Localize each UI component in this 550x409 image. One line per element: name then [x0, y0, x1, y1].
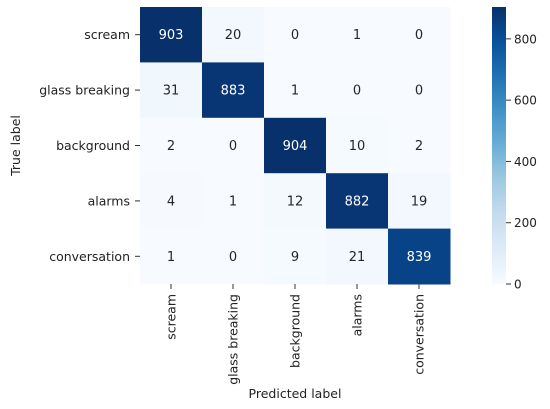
heatmap-cell	[264, 62, 327, 119]
y-tick-label: conversation	[49, 249, 130, 264]
colorbar-tick-label: 0	[514, 278, 522, 292]
heatmap-cell	[140, 173, 203, 230]
heatmap-cell	[264, 173, 327, 230]
heatmap-cell-value: 2	[415, 139, 423, 154]
heatmap-cell-value: 839	[407, 250, 432, 265]
heatmap-cell	[388, 173, 451, 230]
heatmap-cell	[388, 7, 451, 63]
heatmap-cell	[140, 228, 203, 285]
heatmap-cell-value: 9	[291, 250, 299, 265]
heatmap-cell	[388, 62, 451, 119]
heatmap-cell-value: 904	[283, 139, 308, 154]
heatmap-cell-value: 21	[349, 250, 366, 265]
heatmap-cell-value: 0	[291, 28, 299, 43]
heatmap-cell-value: 0	[229, 250, 237, 265]
heatmap-cell	[326, 7, 389, 63]
colorbar: 0 200 400 600 800	[492, 7, 537, 292]
heatmap-cell-value: 903	[159, 28, 184, 43]
y-axis-tick-marks	[135, 34, 140, 257]
heatmap-cell-labels: 903 20 0 1 031 883 1 0 02 0 904 10 24 1 12 882 191 0 9 21 83…	[159, 28, 432, 265]
heatmap-cell-value: 31	[163, 84, 180, 99]
heatmap-cell	[202, 173, 265, 230]
heatmap-cell-value: 1	[353, 28, 361, 43]
heatmap-cell	[326, 62, 389, 119]
heatmap-cell-value: 1	[291, 84, 299, 99]
heatmap-cell-value: 1	[229, 194, 237, 209]
heatmap-cell-value: 0	[353, 84, 361, 99]
heatmap-cell-value: 20	[225, 28, 242, 43]
heatmap-cell	[326, 228, 389, 285]
colorbar-tick-label: 400	[514, 155, 537, 169]
heatmap-cell-value: 4	[167, 194, 175, 209]
heatmap-cell-value: 10	[349, 139, 366, 154]
heatmap-cell	[140, 7, 203, 63]
heatmap-cell	[264, 117, 327, 174]
colorbar-tick-label: 200	[514, 216, 537, 230]
heatmap-cell	[202, 62, 265, 119]
heatmap-cell	[388, 117, 451, 174]
x-tick-label: alarms	[350, 294, 365, 336]
heatmap-cell	[202, 7, 265, 63]
heatmap-cells	[140, 7, 451, 285]
x-axis-title: Predicted label	[249, 386, 342, 401]
heatmap-cell-value: 1	[167, 250, 175, 265]
heatmap-cell-value: 0	[229, 139, 237, 154]
heatmap-cell	[326, 117, 389, 174]
y-tick-label: background	[56, 138, 130, 153]
heatmap-cell-value: 883	[221, 84, 246, 99]
x-tick-label: conversation	[412, 294, 427, 375]
heatmap-cell	[326, 173, 389, 230]
colorbar-tick-label: 800	[514, 32, 537, 46]
x-axis-tick-labels: scream glass breaking background alarms conv…	[164, 294, 427, 385]
y-tick-label: alarms	[88, 193, 130, 208]
x-axis-tick-marks	[170, 284, 420, 289]
y-tick-label: scream	[84, 27, 130, 42]
heatmap-cell-value: 0	[415, 28, 423, 43]
colorbar-gradient	[492, 7, 506, 284]
colorbar-tick-label: 600	[514, 94, 537, 108]
colorbar-ticks: 0 200 400 600 800	[506, 32, 537, 292]
heatmap-cell	[140, 62, 203, 119]
heatmap-cell-value: 12	[287, 194, 304, 209]
x-tick-label: glass breaking	[226, 294, 241, 385]
heatmap-cell	[140, 117, 203, 174]
heatmap-cell	[202, 117, 265, 174]
heatmap-cell	[388, 228, 451, 285]
heatmap-cell-value: 0	[415, 84, 423, 99]
x-tick-label: scream	[164, 294, 179, 340]
y-axis-title: True label	[8, 115, 23, 177]
heatmap-cell-value: 882	[345, 194, 370, 209]
heatmap-cell-value: 2	[167, 139, 175, 154]
heatmap-cell	[264, 7, 327, 63]
heatmap-cell	[264, 228, 327, 285]
y-tick-label: glass breaking	[39, 83, 130, 98]
heatmap-cell-value: 19	[411, 194, 428, 209]
heatmap-cell	[202, 228, 265, 285]
x-tick-label: background	[288, 294, 303, 368]
y-axis-tick-labels: scream glass breaking background alarms conv…	[39, 27, 130, 264]
